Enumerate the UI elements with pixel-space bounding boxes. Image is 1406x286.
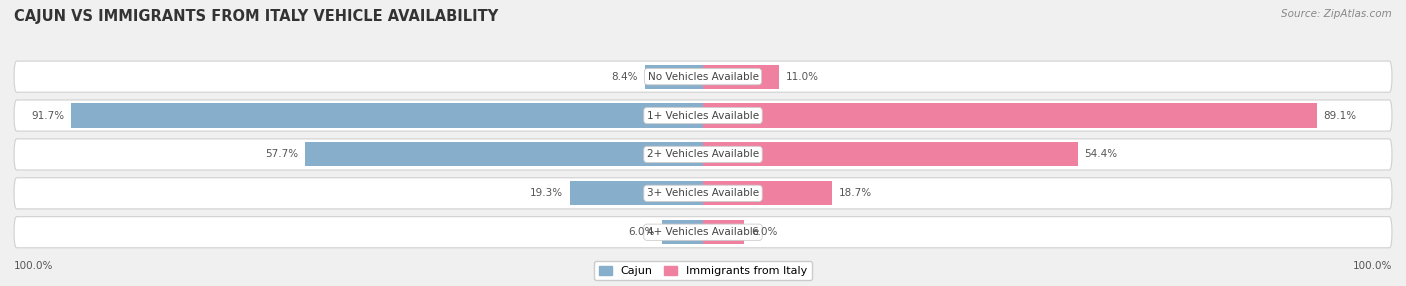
FancyBboxPatch shape (14, 100, 1392, 131)
Bar (703, 142, 1078, 166)
FancyBboxPatch shape (14, 139, 1392, 170)
Text: 6.0%: 6.0% (628, 227, 655, 237)
Bar (569, 181, 703, 205)
Text: 2+ Vehicles Available: 2+ Vehicles Available (647, 150, 759, 159)
Text: 19.3%: 19.3% (530, 188, 564, 198)
Text: 6.0%: 6.0% (751, 227, 778, 237)
Bar (662, 220, 703, 244)
Bar (305, 142, 703, 166)
Bar (645, 65, 703, 89)
Text: 54.4%: 54.4% (1084, 150, 1118, 159)
Bar (72, 104, 703, 128)
Text: CAJUN VS IMMIGRANTS FROM ITALY VEHICLE AVAILABILITY: CAJUN VS IMMIGRANTS FROM ITALY VEHICLE A… (14, 9, 498, 23)
Text: 4+ Vehicles Available: 4+ Vehicles Available (647, 227, 759, 237)
Text: No Vehicles Available: No Vehicles Available (648, 72, 758, 82)
Bar (703, 104, 1317, 128)
Text: Source: ZipAtlas.com: Source: ZipAtlas.com (1281, 9, 1392, 19)
Text: 11.0%: 11.0% (786, 72, 818, 82)
Bar (703, 181, 832, 205)
Legend: Cajun, Immigrants from Italy: Cajun, Immigrants from Italy (595, 261, 811, 281)
Text: 18.7%: 18.7% (839, 188, 872, 198)
FancyBboxPatch shape (14, 217, 1392, 248)
Bar (703, 65, 779, 89)
FancyBboxPatch shape (14, 61, 1392, 92)
Text: 3+ Vehicles Available: 3+ Vehicles Available (647, 188, 759, 198)
Text: 91.7%: 91.7% (31, 111, 65, 120)
Text: 100.0%: 100.0% (14, 261, 53, 271)
Text: 8.4%: 8.4% (612, 72, 638, 82)
FancyBboxPatch shape (14, 178, 1392, 209)
Text: 89.1%: 89.1% (1323, 111, 1357, 120)
Text: 100.0%: 100.0% (1353, 261, 1392, 271)
Text: 57.7%: 57.7% (266, 150, 298, 159)
Text: 1+ Vehicles Available: 1+ Vehicles Available (647, 111, 759, 120)
Bar (703, 220, 744, 244)
